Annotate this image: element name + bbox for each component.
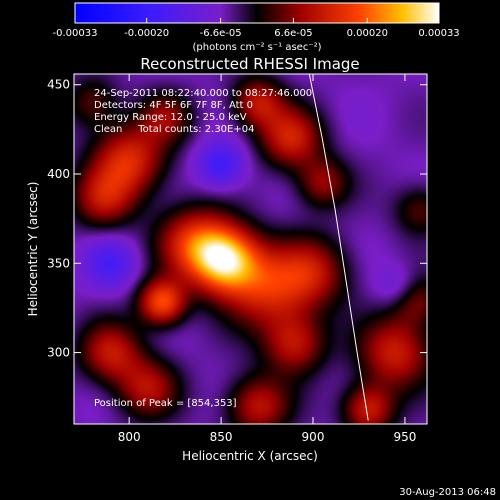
x-tick-label: 850 — [210, 430, 233, 444]
y-tick-label: 450 — [47, 78, 70, 92]
y-tick-label: 350 — [47, 256, 70, 270]
x-axis-ticks: 800 850 900 950 — [118, 74, 416, 444]
colorbar-tick-label: -0.00020 — [124, 28, 169, 39]
annotation-energy: Energy Range: 12.0 - 25.0 keV — [94, 112, 247, 123]
y-tick-label: 400 — [47, 167, 70, 181]
colorbar-tick-label: 0.00033 — [418, 28, 459, 39]
heatmap-image — [74, 74, 427, 424]
x-tick-label: 950 — [393, 430, 416, 444]
y-tick-label: 300 — [47, 346, 70, 360]
y-axis-ticks: 300 350 400 450 — [47, 78, 427, 360]
x-axis-label: Heliocentric X (arcsec) — [182, 449, 318, 463]
y-axis-label: Heliocentric Y (arcsec) — [26, 182, 40, 317]
solar-limb-curve — [308, 74, 369, 421]
footer-timestamp: 30-Aug-2013 06:48 — [399, 487, 496, 498]
colorbar-tick-label: 6.6e-05 — [274, 28, 312, 39]
plot-frame — [73, 73, 428, 425]
colorbar-tick-label: -6.6e-05 — [200, 28, 242, 39]
annotation-clean: Clean Total counts: 2.30E+04 — [94, 124, 254, 135]
annotation-block: 24-Sep-2011 08:22:40.000 to 08:27:46.000… — [94, 88, 312, 135]
chart-title: Reconstructed RHESSI Image — [140, 55, 359, 73]
x-tick-label: 800 — [118, 430, 141, 444]
peak-position-label: Position of Peak = [854,353] — [94, 398, 237, 409]
colorbar-ticks: -0.00033 -0.00020 -6.6e-05 6.6e-05 0.00020 0.… — [53, 18, 460, 39]
colorbar-tick-label: -0.00033 — [53, 28, 98, 39]
annotation-detectors: Detectors: 4F 5F 6F 7F 8F, Att 0 — [94, 100, 253, 111]
colorbar — [74, 2, 440, 24]
annotation-time: 24-Sep-2011 08:22:40.000 to 08:27:46.000 — [94, 88, 312, 99]
colorbar-tick-label: 0.00020 — [347, 28, 388, 39]
x-tick-label: 900 — [302, 430, 325, 444]
colorbar-units: (photons cm⁻² s⁻¹ asec⁻²) — [192, 42, 321, 53]
